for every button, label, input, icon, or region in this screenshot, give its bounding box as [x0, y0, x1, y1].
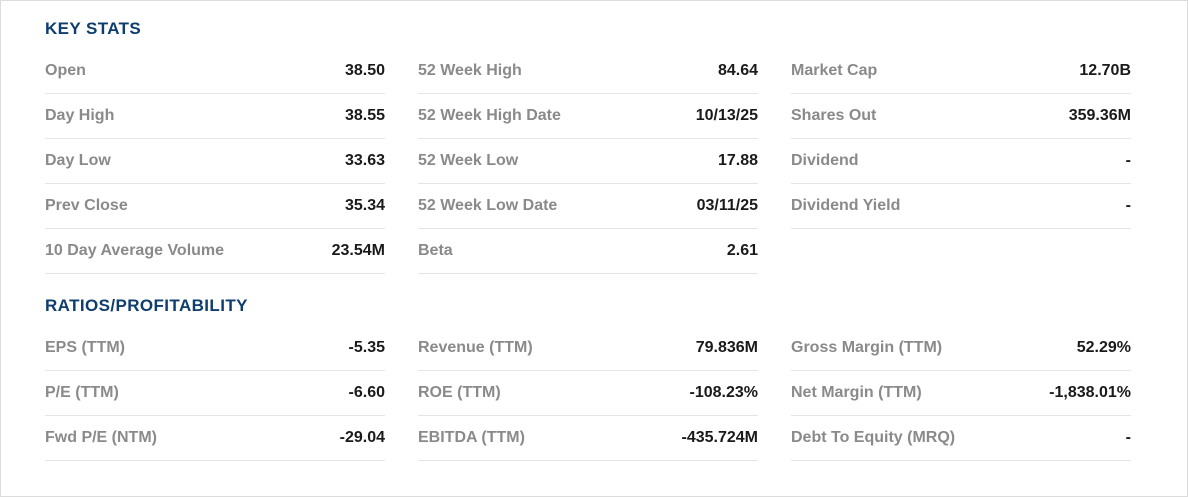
stat-value: - [1125, 152, 1131, 169]
ratios-column-3: Gross Margin (TTM) 52.29% Net Margin (TT… [791, 326, 1131, 461]
stat-value: 10/13/25 [695, 107, 758, 124]
stat-row-revenue-ttm: Revenue (TTM) 79.836M [418, 326, 758, 371]
key-stats-grid: Open 38.50 Day High 38.55 Day Low 33.63 … [45, 49, 1131, 274]
stat-label: EBITDA (TTM) [418, 429, 525, 446]
stat-value: 33.63 [344, 152, 385, 169]
key-stats-column-2: 52 Week High 84.64 52 Week High Date 10/… [418, 49, 758, 274]
stat-value: -29.04 [339, 429, 385, 446]
stat-label: EPS (TTM) [45, 339, 125, 356]
stat-row-day-low: Day Low 33.63 [45, 139, 385, 184]
stat-row-fwd-pe-ntm: Fwd P/E (NTM) -29.04 [45, 416, 385, 461]
stat-row-pe-ttm: P/E (TTM) -6.60 [45, 371, 385, 416]
stat-label: 52 Week High [418, 62, 522, 79]
stat-row-52-week-low: 52 Week Low 17.88 [418, 139, 758, 184]
stat-label: Fwd P/E (NTM) [45, 429, 157, 446]
stat-value: 23.54M [331, 242, 385, 259]
stat-row-dividend-yield: Dividend Yield - [791, 184, 1131, 229]
stat-row-day-high: Day High 38.55 [45, 94, 385, 139]
stat-value: 2.61 [726, 242, 758, 259]
stat-label: Net Margin (TTM) [791, 384, 922, 401]
stat-label: Gross Margin (TTM) [791, 339, 943, 356]
stat-row-debt-to-equity-mrq: Debt To Equity (MRQ) - [791, 416, 1131, 461]
stat-label: Debt To Equity (MRQ) [791, 429, 956, 446]
stat-label: Beta [418, 242, 453, 259]
key-stats-column-3: Market Cap 12.70B Shares Out 359.36M Div… [791, 49, 1131, 274]
stat-value: 359.36M [1068, 107, 1131, 124]
stat-row-52-week-high-date: 52 Week High Date 10/13/25 [418, 94, 758, 139]
stat-row-ebitda-ttm: EBITDA (TTM) -435.724M [418, 416, 758, 461]
stat-value: 38.50 [344, 62, 385, 79]
stat-row-52-week-low-date: 52 Week Low Date 03/11/25 [418, 184, 758, 229]
section-title-key-stats: KEY STATS [45, 19, 142, 38]
stat-value: -1,838.01% [1049, 384, 1131, 401]
stat-value: - [1125, 197, 1131, 214]
stat-label: Market Cap [791, 62, 878, 79]
stat-row-shares-out: Shares Out 359.36M [791, 94, 1131, 139]
stat-row-eps-ttm: EPS (TTM) -5.35 [45, 326, 385, 371]
section-key-stats: KEY STATS Open 38.50 Day High 38.55 Day … [45, 20, 1131, 274]
stat-value: 84.64 [717, 62, 758, 79]
stat-value: 03/11/25 [696, 197, 758, 214]
stat-label: Dividend Yield [791, 197, 901, 214]
stat-value: 35.34 [344, 197, 385, 214]
stat-value: 12.70B [1079, 62, 1131, 79]
stat-row-prev-close: Prev Close 35.34 [45, 184, 385, 229]
stat-row-52-week-high: 52 Week High 84.64 [418, 49, 758, 94]
stat-value: - [1125, 429, 1131, 446]
stat-label: 52 Week Low [418, 152, 519, 169]
ratios-column-1: EPS (TTM) -5.35 P/E (TTM) -6.60 Fwd P/E … [45, 326, 385, 461]
stat-value: -5.35 [348, 339, 385, 356]
ratios-grid: EPS (TTM) -5.35 P/E (TTM) -6.60 Fwd P/E … [45, 326, 1131, 461]
stat-label: 52 Week Low Date [418, 197, 558, 214]
stat-row-dividend: Dividend - [791, 139, 1131, 184]
ratios-column-2: Revenue (TTM) 79.836M ROE (TTM) -108.23%… [418, 326, 758, 461]
stat-label: 10 Day Average Volume [45, 242, 225, 259]
stat-label: Prev Close [45, 197, 128, 214]
stat-label: Dividend [791, 152, 859, 169]
stat-value: 17.88 [717, 152, 758, 169]
stat-value: -435.724M [681, 429, 759, 446]
stat-row-gross-margin-ttm: Gross Margin (TTM) 52.29% [791, 326, 1131, 371]
stat-row-roe-ttm: ROE (TTM) -108.23% [418, 371, 758, 416]
stat-row-market-cap: Market Cap 12.70B [791, 49, 1131, 94]
stat-value: 79.836M [695, 339, 758, 356]
key-stats-column-1: Open 38.50 Day High 38.55 Day Low 33.63 … [45, 49, 385, 274]
stat-value: 52.29% [1076, 339, 1131, 356]
stat-label: Day Low [45, 152, 111, 169]
stat-label: ROE (TTM) [418, 384, 501, 401]
stat-label: Open [45, 62, 86, 79]
stat-row-10-day-average-volume: 10 Day Average Volume 23.54M [45, 229, 385, 274]
stat-row-open: Open 38.50 [45, 49, 385, 94]
stat-value: -108.23% [689, 384, 759, 401]
stat-label: Revenue (TTM) [418, 339, 533, 356]
stat-row-beta: Beta 2.61 [418, 229, 758, 274]
stat-row-net-margin-ttm: Net Margin (TTM) -1,838.01% [791, 371, 1131, 416]
stat-label: P/E (TTM) [45, 384, 119, 401]
stat-value: 38.55 [344, 107, 385, 124]
stat-label: Day High [45, 107, 115, 124]
stat-value: -6.60 [348, 384, 385, 401]
stat-label: Shares Out [791, 107, 877, 124]
section-title-ratios-profitability: RATIOS/PROFITABILITY [45, 296, 248, 315]
stat-label: 52 Week High Date [418, 107, 561, 124]
section-ratios-profitability: RATIOS/PROFITABILITY EPS (TTM) -5.35 P/E… [45, 297, 1131, 461]
